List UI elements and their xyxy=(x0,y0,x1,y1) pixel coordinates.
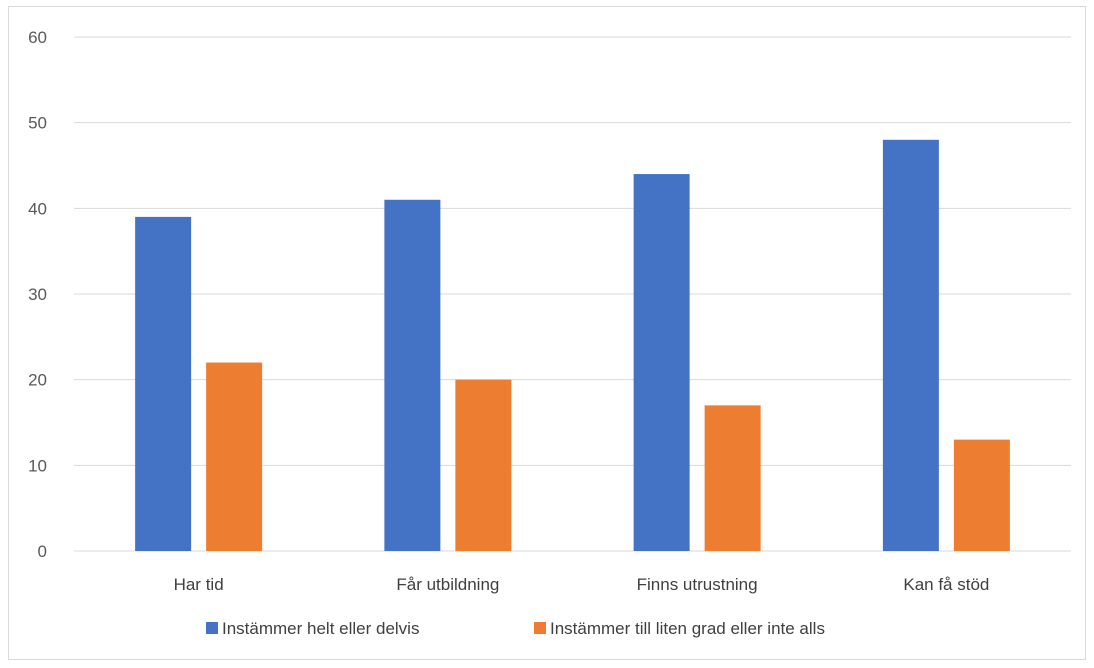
legend: Instämmer helt eller delvis Instämmer til… xyxy=(206,619,825,638)
bar-agree xyxy=(882,139,939,552)
y-tick-label: 30 xyxy=(28,285,47,304)
y-tick-label: 60 xyxy=(28,28,47,47)
x-category-label: Kan få stöd xyxy=(903,575,989,594)
x-category-label: Har tid xyxy=(174,575,224,594)
x-axis-categories: Har tid Får utbildning Finns utrustning Kan… xyxy=(174,575,990,594)
bar-disagree xyxy=(206,362,263,551)
legend-swatch xyxy=(206,622,218,634)
y-tick-label: 40 xyxy=(28,199,47,218)
y-tick-label: 10 xyxy=(28,456,47,475)
bar-agree xyxy=(384,199,441,551)
y-tick-label: 50 xyxy=(28,114,47,133)
legend-label: Instämmer helt eller delvis xyxy=(222,619,419,638)
bar-agree xyxy=(135,216,192,551)
bars xyxy=(135,139,1010,552)
bar-disagree xyxy=(704,405,761,551)
legend-label: Instämmer till liten grad eller inte all… xyxy=(550,619,825,638)
y-tick-label: 0 xyxy=(38,542,47,561)
legend-swatch xyxy=(534,622,546,634)
y-tick-label: 20 xyxy=(28,371,47,390)
x-category-label: Finns utrustning xyxy=(637,575,758,594)
bar-disagree xyxy=(455,379,512,551)
bar-disagree xyxy=(953,439,1010,551)
bar-agree xyxy=(633,174,690,552)
x-category-label: Får utbildning xyxy=(396,575,499,594)
y-axis-ticks: 0 10 20 30 40 50 60 xyxy=(28,28,47,561)
